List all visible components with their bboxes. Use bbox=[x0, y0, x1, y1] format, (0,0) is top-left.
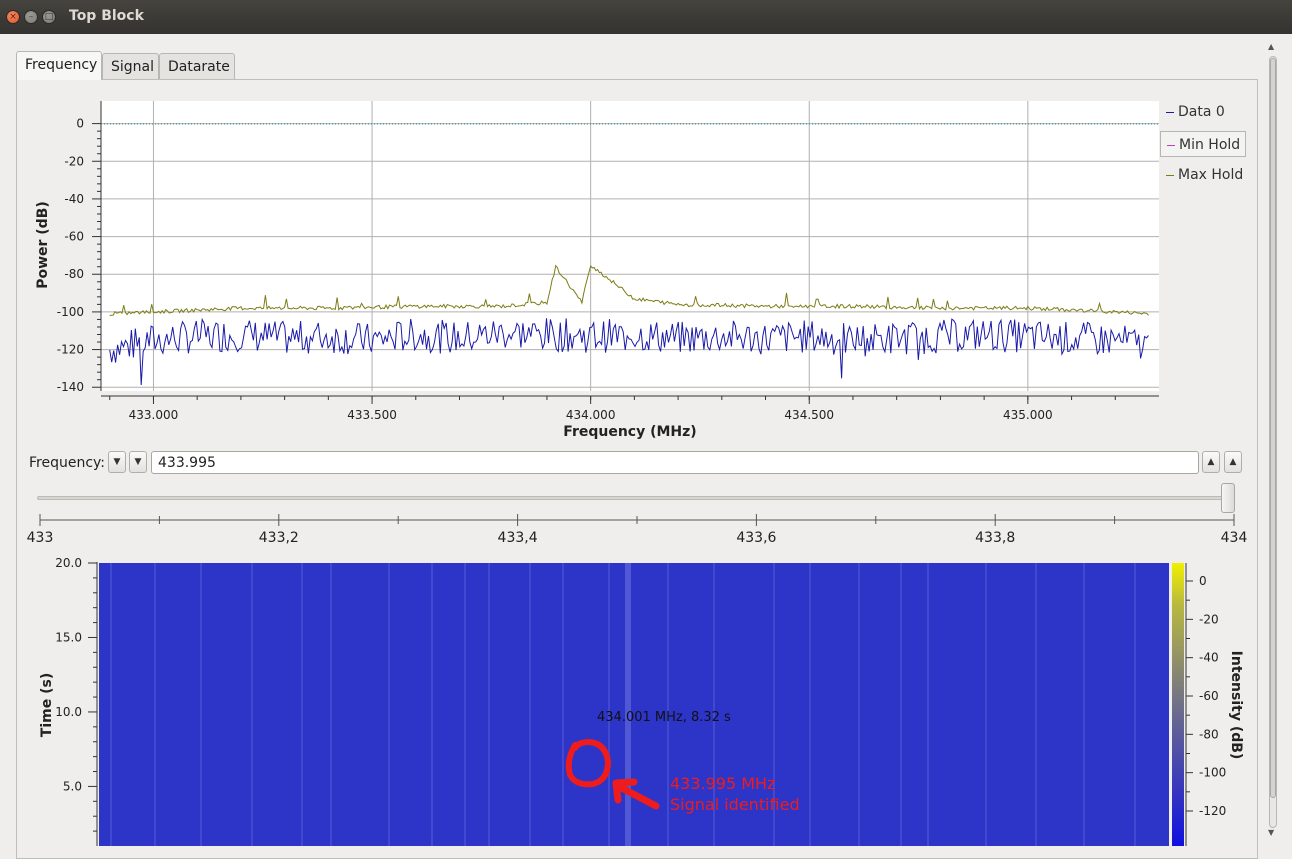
legend-max-hold-swatch bbox=[1166, 174, 1174, 176]
scroll-thumb[interactable] bbox=[1270, 58, 1276, 798]
legend-data0-swatch bbox=[1166, 111, 1174, 113]
tab-datarate[interactable]: Datarate bbox=[159, 53, 235, 79]
window-title: Top Block bbox=[69, 8, 144, 24]
minimize-icon[interactable]: – bbox=[24, 10, 38, 24]
maximize-icon[interactable]: □ bbox=[42, 10, 56, 24]
vertical-scrollbar[interactable]: ▲ ▼ bbox=[1266, 42, 1280, 842]
tab-signal[interactable]: Signal bbox=[102, 53, 159, 79]
increase-button[interactable]: ▲ bbox=[1202, 451, 1220, 473]
frequency-slider-groove[interactable] bbox=[37, 496, 1227, 500]
scroll-up-icon[interactable]: ▲ bbox=[1268, 42, 1275, 51]
frequency-label: Frequency: bbox=[29, 455, 106, 471]
legend-min-hold[interactable]: Min Hold bbox=[1160, 131, 1246, 157]
legend-min-hold-swatch bbox=[1167, 144, 1175, 146]
close-icon[interactable]: × bbox=[6, 10, 20, 24]
fast-decrease-button[interactable]: ▼ bbox=[108, 451, 126, 473]
decrease-button[interactable]: ▼ bbox=[129, 451, 147, 473]
legend-data0[interactable]: Data 0 bbox=[1160, 99, 1246, 125]
fast-increase-button[interactable]: ▲ bbox=[1224, 451, 1242, 473]
scroll-down-icon[interactable]: ▼ bbox=[1268, 828, 1275, 837]
legend-max-hold[interactable]: Max Hold bbox=[1160, 162, 1246, 188]
frequency-slider-handle[interactable] bbox=[1221, 483, 1235, 513]
frequency-input[interactable] bbox=[151, 451, 1199, 474]
tab-frequency[interactable]: Frequency bbox=[16, 51, 102, 80]
window-titlebar: × – □ Top Block bbox=[0, 0, 1292, 34]
